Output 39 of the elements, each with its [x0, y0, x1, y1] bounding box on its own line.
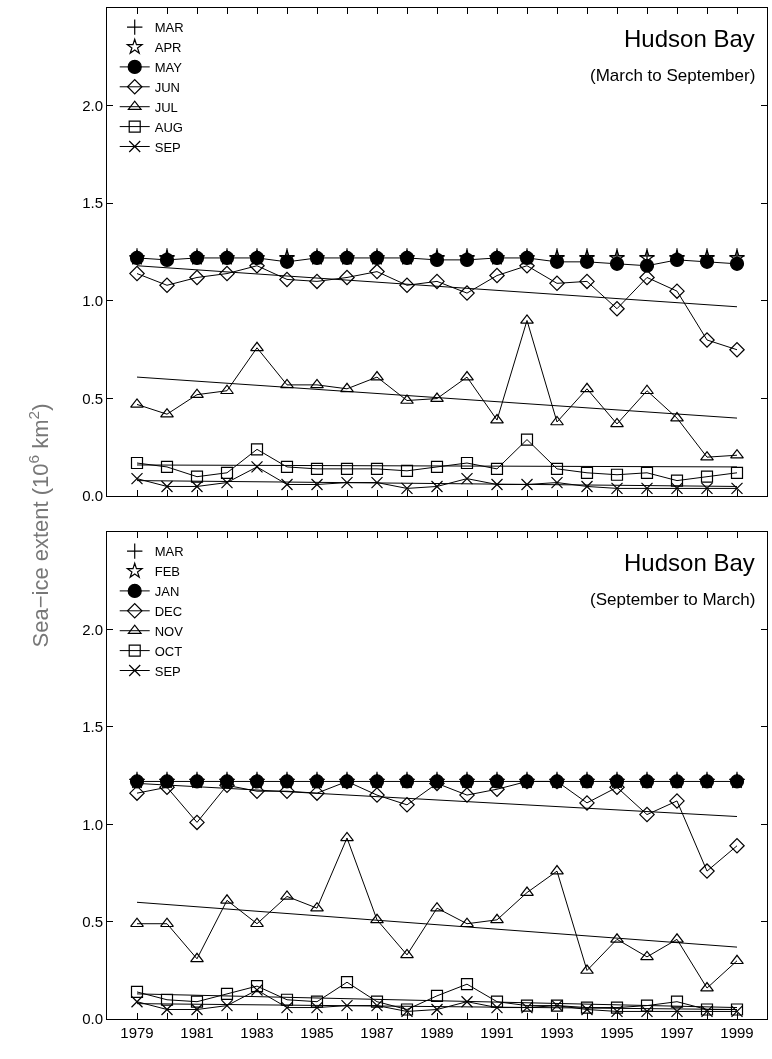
- y-tick-label: 2.0: [82, 96, 103, 114]
- x-tick-label: 1985: [300, 1024, 334, 1042]
- x-tick-label: 1991: [480, 1024, 514, 1042]
- legend-label: MAR: [154, 20, 184, 36]
- text: (September to March): [590, 590, 756, 609]
- y-tick-label: 0.5: [82, 389, 103, 407]
- text: (March to September): [590, 66, 756, 85]
- text: Hudson Bay: [624, 549, 755, 576]
- x-tick-label: 1999: [720, 1024, 754, 1042]
- y-tick-label: 2.0: [82, 620, 103, 638]
- legend-label: SEP: [154, 663, 181, 679]
- legend-label: JAN: [154, 583, 180, 599]
- x-tick-label: 1993: [540, 1024, 574, 1042]
- x-tick-label: 1979: [120, 1024, 154, 1042]
- y-tick-label: 1.0: [82, 292, 103, 310]
- x-tick-label: 1989: [420, 1024, 454, 1042]
- legend-label: MAR: [154, 544, 184, 560]
- legend-label: JUL: [154, 99, 178, 115]
- y-tick-label: 1.0: [82, 815, 103, 833]
- legend-label: FEB: [154, 564, 181, 580]
- legend-label: NOV: [154, 623, 184, 639]
- y-tick-label: 1.5: [82, 718, 103, 736]
- legend-label: DEC: [154, 603, 183, 619]
- legend-label: AUG: [154, 119, 183, 135]
- legend-label: OCT: [154, 643, 183, 659]
- legend-label: JUN: [154, 79, 180, 95]
- x-tick-label: 1981: [180, 1024, 214, 1042]
- x-tick-label: 1987: [360, 1024, 394, 1042]
- x-tick-label: 1997: [660, 1024, 694, 1042]
- y-tick-label: 0.5: [82, 913, 103, 931]
- y-tick-label: 0.0: [82, 1010, 103, 1028]
- x-tick-label: 1983: [240, 1024, 274, 1042]
- legend-label: SEP: [154, 139, 181, 155]
- y-tick-label: 0.0: [82, 487, 103, 505]
- text: Hudson Bay: [624, 25, 755, 52]
- legend-label: APR: [154, 40, 182, 56]
- legend-label: MAY: [154, 59, 183, 75]
- y-tick-label: 1.5: [82, 194, 103, 212]
- x-tick-label: 1995: [600, 1024, 634, 1042]
